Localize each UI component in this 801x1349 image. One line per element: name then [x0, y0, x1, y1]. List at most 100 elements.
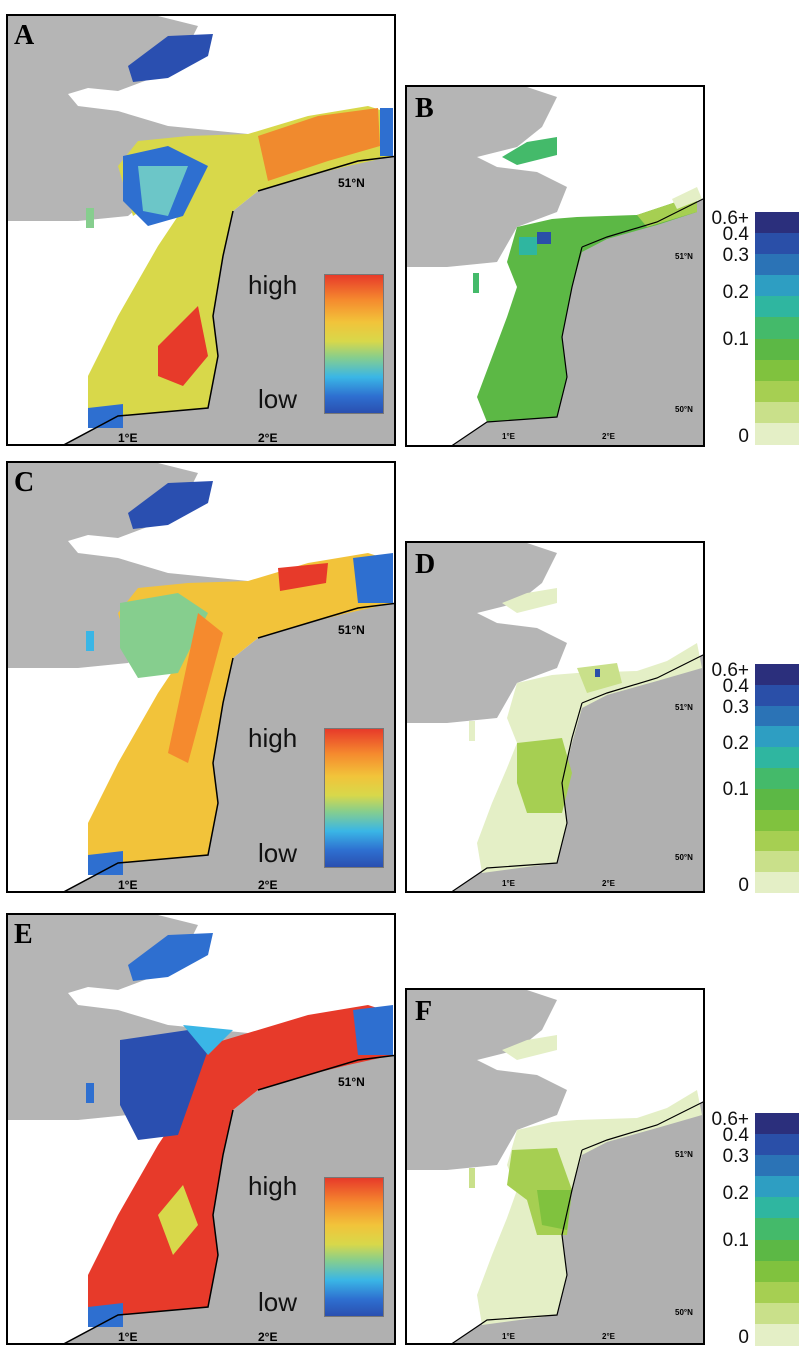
legend-swatch [755, 1176, 799, 1199]
value-green-mid [517, 738, 572, 813]
map-f-svg [407, 990, 703, 1343]
heat-blue-ne [353, 553, 393, 603]
heat-red-ne [278, 563, 328, 591]
heat-blue-thames [128, 34, 213, 82]
heat-west-patch [86, 631, 94, 651]
coastline [63, 155, 394, 444]
lon-label-1e-d: 1°E [502, 879, 515, 888]
legend-swatch [755, 296, 799, 319]
map-c-svg [8, 463, 394, 891]
legend-label: 0.6+ [711, 207, 749, 229]
legend-label: 0.4 [722, 1125, 749, 1147]
value-thames [502, 137, 557, 165]
legend-swatch [755, 212, 799, 234]
map-panel-e: E 51°N 1°E 2°E high low [6, 913, 396, 1345]
colorbar-a-high: high [248, 270, 298, 300]
legend-swatch [755, 233, 799, 256]
value-patch-blue [537, 232, 551, 244]
value-west-strip [469, 1168, 475, 1188]
land-england [407, 990, 567, 1170]
lon-label-2e-e: 2°E [258, 1330, 278, 1344]
land-france [65, 1055, 394, 1343]
legend-swatch [755, 422, 799, 445]
land-france [65, 603, 394, 891]
panel-label-b: B [415, 93, 434, 124]
legend-swatch [755, 317, 799, 340]
legend-label: 0.1 [722, 328, 749, 350]
legend-swatch [755, 809, 799, 831]
coastline [451, 198, 703, 445]
map-panel-a: A 51°N 1°E 2°E high low [6, 14, 396, 446]
coastline [63, 602, 394, 891]
legend-label: 0.2 [722, 1183, 749, 1205]
heat-cyan [138, 166, 188, 216]
lon-label-1e-c: 1°E [118, 878, 138, 892]
legend-label: 0.3 [722, 696, 749, 718]
value-field-main [477, 1090, 702, 1325]
legend-swatch [755, 401, 799, 424]
lon-label-2e-f: 2°E [602, 1332, 615, 1341]
land-france [452, 1102, 703, 1343]
legend-swatch [755, 359, 799, 382]
lat-label-50n-b: 50°N [675, 405, 693, 414]
legend-swatch [755, 380, 799, 403]
lat-label-51n-f: 51°N [675, 1150, 693, 1159]
legend-swatch [755, 1197, 799, 1220]
legend-swatch [755, 705, 799, 727]
map-panel-f: F 51°N 50°N 1°E 2°E [405, 988, 705, 1345]
legend-swatch [755, 872, 799, 894]
map-d-svg [407, 543, 703, 891]
heat-blue-west [120, 1030, 208, 1140]
panel-label-c: C [14, 467, 35, 498]
legend-swatch [755, 726, 799, 748]
land-france [452, 199, 703, 445]
land-england [407, 87, 567, 267]
heat-blue-ne [380, 108, 393, 156]
heat-orange-ridge [168, 613, 223, 763]
land-france [65, 156, 394, 444]
legend-label: 0.4 [722, 224, 749, 246]
heat-yellow-core [158, 1185, 198, 1255]
panel-label-e: E [14, 919, 33, 950]
coastline [451, 654, 703, 891]
land-england [407, 543, 567, 723]
legend-label: 0.2 [722, 733, 749, 755]
heat-orange-ne [258, 108, 380, 181]
legend-swatch [755, 1134, 799, 1157]
lon-label-1e: 1°E [118, 431, 138, 445]
lat-label-51n-b: 51°N [675, 252, 693, 261]
lat-label-50n-f: 50°N [675, 1308, 693, 1317]
coastline [63, 1054, 394, 1343]
legend-label: 0.3 [722, 1146, 749, 1168]
lon-label-2e-b: 2°E [602, 432, 615, 441]
value-west-strip [473, 273, 479, 293]
legend-label: 0.1 [722, 1229, 749, 1251]
heat-blue-ne [353, 1005, 393, 1055]
heat-cyan-mid [183, 1025, 233, 1055]
value-green-ne [577, 663, 622, 693]
colorbar-e-low: low [258, 1287, 298, 1317]
heat-blue-sw [88, 1303, 123, 1327]
legend-swatch [755, 338, 799, 361]
lat-label-51n: 51°N [338, 176, 365, 190]
value-field-far-east [672, 187, 702, 209]
lon-label-1e-b: 1°E [502, 432, 515, 441]
colorbar-e-high: high [248, 1171, 298, 1201]
map-b-svg [407, 87, 703, 445]
legend-swatch [755, 851, 799, 873]
heat-west-patch [86, 1083, 94, 1103]
value-thames [502, 588, 557, 613]
legend-swatch [755, 1239, 799, 1262]
lat-label-51n-e: 51°N [338, 1075, 365, 1089]
legend-swatch [755, 275, 799, 298]
panel-label-f: F [415, 996, 433, 1027]
legend-label: 0.6+ [711, 659, 749, 681]
lon-label-1e-f: 1°E [502, 1332, 515, 1341]
discrete-legend-f: 0.6+ 0.4 0.3 0.2 0.1 0 [711, 1109, 799, 1348]
value-patch-teal [519, 237, 537, 255]
legend-label: 0.2 [722, 282, 749, 304]
map-a-svg [8, 16, 394, 444]
discrete-legend-d: 0.6+ 0.4 0.3 0.2 0.1 0 [711, 660, 799, 896]
legend-label: 0 [738, 1327, 749, 1349]
legend-swatch [755, 684, 799, 706]
